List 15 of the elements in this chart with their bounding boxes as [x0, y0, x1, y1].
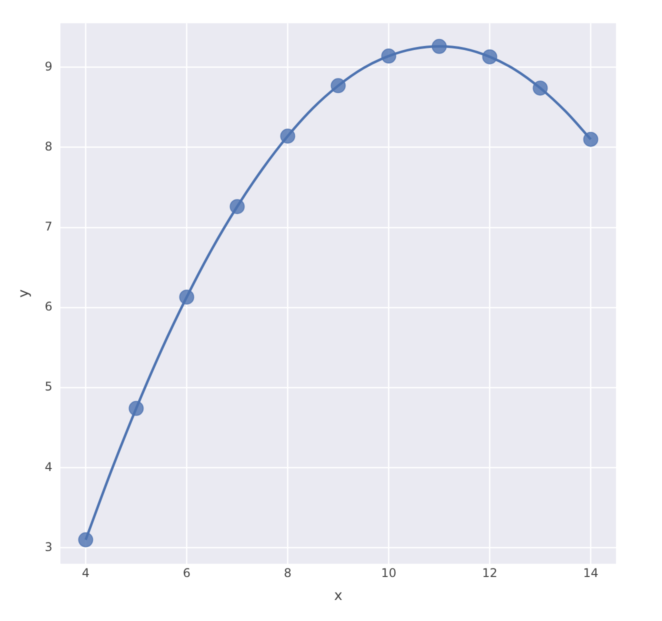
x-tick-label: 6 — [182, 566, 191, 580]
y-tick-label: 6 — [44, 300, 52, 314]
x-tick-label: 12 — [482, 566, 498, 580]
x-tick-label: 10 — [381, 566, 396, 580]
y-tick-label: 7 — [44, 220, 52, 234]
x-tick-label: 8 — [284, 566, 292, 580]
x-tick-label: 4 — [82, 566, 90, 580]
x-tick-label: 14 — [583, 566, 598, 580]
y-axis-title: y — [16, 289, 32, 298]
y-tick-label: 3 — [44, 540, 52, 554]
y-tick-label: 5 — [44, 380, 52, 394]
y-tick-label: 9 — [44, 59, 52, 74]
y-tick-label: 4 — [44, 460, 52, 474]
x-axis-title: x — [334, 588, 342, 604]
y-tick-label: 8 — [44, 139, 52, 154]
